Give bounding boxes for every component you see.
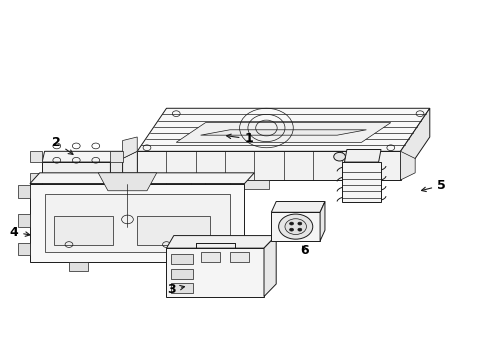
Circle shape [297,228,301,231]
Polygon shape [110,151,122,187]
Bar [44,194,229,252]
Polygon shape [400,108,429,180]
Circle shape [297,222,301,225]
Polygon shape [341,162,380,202]
Text: 1: 1 [226,132,253,145]
Polygon shape [264,235,276,297]
Polygon shape [110,151,122,162]
Text: 6: 6 [300,243,308,257]
Bar [229,252,249,262]
Polygon shape [18,214,30,226]
Polygon shape [110,173,122,184]
Circle shape [285,219,306,234]
Circle shape [333,152,345,161]
Polygon shape [137,151,400,180]
Polygon shape [42,151,122,162]
Bar [137,216,210,244]
Polygon shape [69,262,88,271]
Polygon shape [137,108,429,151]
Text: 2: 2 [52,136,73,154]
Text: 3: 3 [167,283,184,296]
Bar [205,180,229,189]
Polygon shape [400,151,414,180]
Bar [244,180,268,189]
Polygon shape [42,162,110,187]
Bar [171,269,193,279]
Bar [166,180,190,189]
Polygon shape [18,243,30,255]
Polygon shape [122,151,137,180]
Polygon shape [166,235,276,248]
Polygon shape [320,202,325,241]
Polygon shape [98,173,157,191]
Circle shape [289,222,293,225]
Circle shape [289,228,293,231]
Polygon shape [200,262,220,271]
Polygon shape [30,151,42,162]
Circle shape [278,214,312,239]
Polygon shape [30,173,42,184]
Polygon shape [122,137,137,158]
Text: 5: 5 [421,179,445,192]
Polygon shape [200,130,366,135]
Bar [200,252,220,262]
Polygon shape [271,212,320,241]
Bar [171,254,193,264]
Bar [54,216,113,244]
Polygon shape [18,185,30,198]
Bar [166,248,264,297]
Text: 4: 4 [9,226,30,239]
Polygon shape [30,184,244,262]
Polygon shape [30,173,254,184]
Bar [171,283,193,293]
Polygon shape [344,149,380,162]
Polygon shape [176,123,390,142]
Polygon shape [271,202,325,212]
